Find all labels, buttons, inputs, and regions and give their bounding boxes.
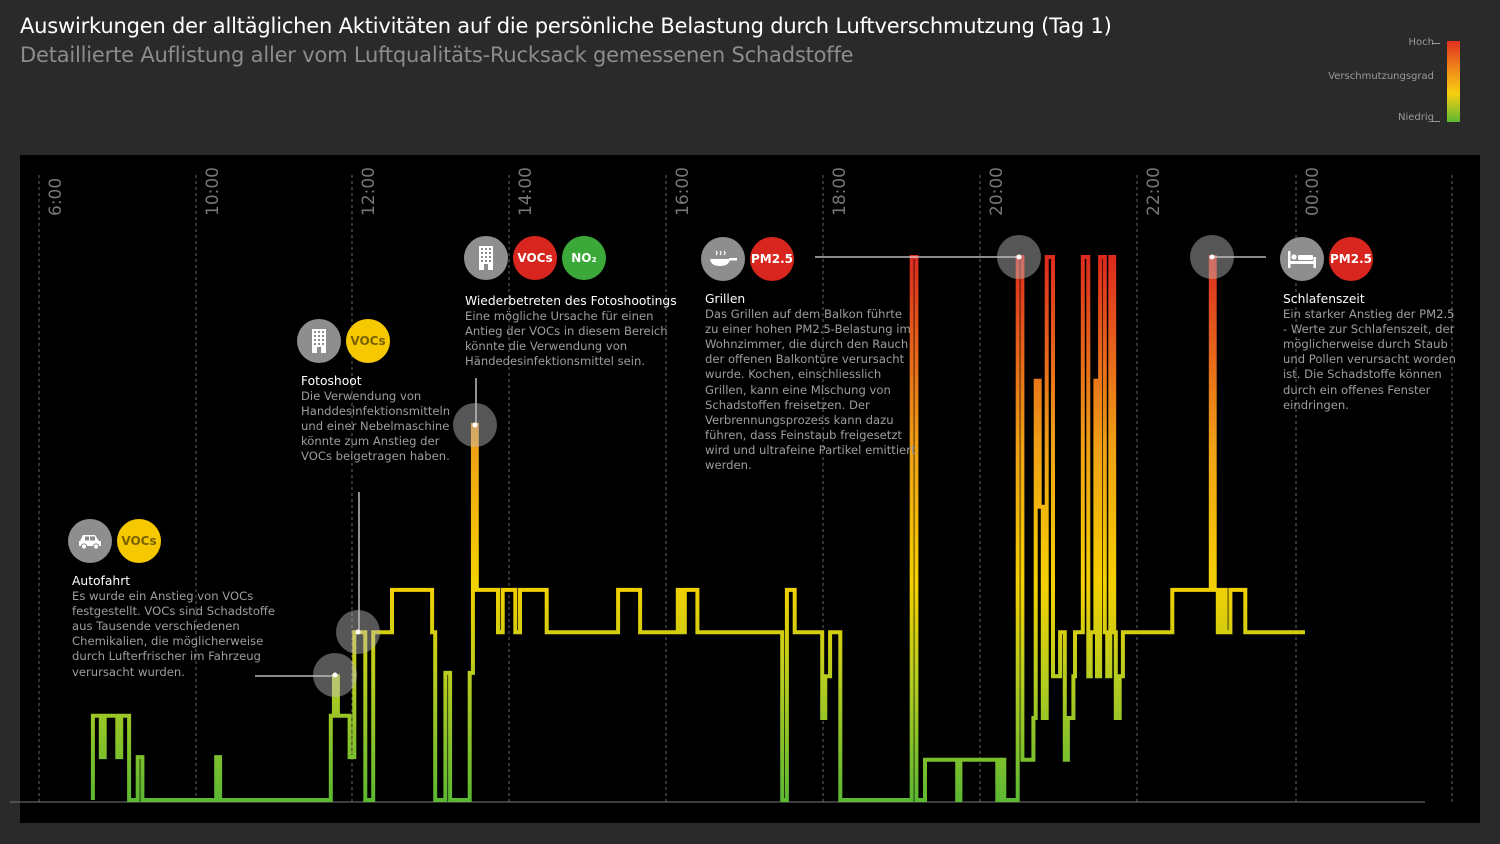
pollutant-badge: VOCs — [117, 519, 161, 563]
annotation-markers — [255, 235, 1266, 697]
annotation-point — [472, 422, 478, 428]
pollution-series-line — [90, 255, 1305, 802]
annotation-text-line: Eine mögliche Ursache für einen — [465, 309, 654, 324]
annotation-text-line: Handdesinfektionsmitteln — [301, 404, 451, 419]
annotation-text-line: eindringen. — [1283, 397, 1349, 412]
annotation-text-line: Es wurde ein Anstieg von VOCs — [72, 589, 254, 604]
annotation-text-line: möglicherweise durch Staub — [1283, 337, 1448, 352]
annotation-autofahrt: Autofahrt Es wurde ein Anstieg von VOCs fe… — [72, 574, 275, 680]
annotation-point — [332, 672, 338, 678]
annotation-text-line: wird und ultrafeine Partikel emittiert — [705, 442, 916, 457]
page-title: Auswirkungen der alltäglichen Aktivitäte… — [20, 14, 1112, 38]
annotation-point — [1209, 254, 1215, 260]
frying-pan-icon — [701, 237, 745, 281]
x-tick-label: 6:00 — [46, 177, 66, 216]
x-tick-label: 20:00 — [987, 167, 1007, 216]
x-tick-label: 00:00 — [1303, 167, 1323, 216]
x-tick-label: 22:00 — [1144, 167, 1164, 216]
annotation-title: Fotoshoot — [301, 374, 362, 388]
annotation-text-line: verursacht wurden. — [72, 664, 185, 679]
pollutant-badge: VOCs — [513, 236, 557, 280]
annotation-text-line: Die Verwendung von — [301, 389, 422, 404]
annotation-text-line: - Werte zur Schlafenszeit, der — [1283, 322, 1455, 337]
annotation-text-line: könnte zum Anstieg der — [301, 434, 440, 449]
grid-lines — [38, 175, 1453, 802]
annotation-text-line: zu einer hohen PM2.5-Belastung im — [705, 322, 911, 337]
annotation-wiederbetreten: Wiederbetreten des Fotoshootings Eine mög… — [465, 294, 677, 369]
annotation-schlafenszeit: Schlafenszeit Ein starker Anstieg der PM2… — [1283, 292, 1456, 413]
annotation-text-line: VOCs beigetragen haben. — [301, 449, 450, 464]
building-icon — [297, 319, 341, 363]
annotation-grillen: Grillen Das Grillen auf dem Balkon führte… — [705, 292, 916, 473]
annotation-text-line: wurde. Kochen, einschliesslich — [705, 367, 882, 382]
annotation-title: Grillen — [705, 292, 746, 306]
annotation-point — [1016, 254, 1022, 260]
annotation-text-line: Das Grillen auf dem Balkon führte — [705, 307, 902, 322]
annotation-text-line: durch Lufterfrischer im Fahrzeug — [72, 649, 261, 664]
annotation-text-line: der offenen Balkontüre verursacht — [705, 352, 905, 367]
annotation-text-line: Chemikalien, die möglicherweise — [72, 634, 264, 649]
annotation-text-line: Verbrennungsprozess kann dazu — [705, 412, 894, 427]
x-tick-label: 12:00 — [359, 167, 379, 216]
annotation-text-line: aus Tausende verschiedenen — [72, 619, 240, 634]
annotation-text-line: Ein starker Anstieg der PM2.5 — [1283, 307, 1455, 322]
x-tick-label: 16:00 — [673, 167, 693, 216]
annotation-text-line: und Pollen verursacht worden — [1283, 352, 1456, 367]
chart-panel — [20, 155, 1480, 823]
annotation-text-line: Händedesinfektionsmittel sein. — [465, 354, 646, 369]
building-icon — [464, 236, 508, 280]
x-tick-label: 18:00 — [830, 167, 850, 216]
annotation-text-line: Wohnzimmer, die durch den Rauch — [705, 337, 909, 352]
pollutant-badge: VOCs — [346, 319, 390, 363]
legend-tick-high — [1432, 43, 1440, 44]
car-icon — [68, 519, 112, 563]
legend-title: Verschmutzungsgrad — [1328, 71, 1434, 82]
annotation-text-line: werden. — [705, 458, 752, 473]
annotation-title: Schlafenszeit — [1283, 292, 1365, 306]
annotation-text-line: Grillen, kann eine Mischung von — [705, 382, 891, 397]
bed-icon — [1280, 237, 1324, 281]
pollutant-badge: PM2.5 — [750, 237, 794, 281]
annotation-title: Wiederbetreten des Fotoshootings — [465, 294, 677, 308]
annotation-point — [355, 629, 361, 635]
x-tick-label: 10:00 — [203, 167, 223, 216]
annotation-text-line: ist. Die Schadstoffe können — [1283, 367, 1442, 382]
legend-low-label: Niedrig — [1398, 112, 1434, 123]
annotation-text-line: und einer Nebelmaschine — [301, 419, 450, 434]
annotation-text-line: festgestellt. VOCs sind Schadstoffe — [72, 604, 276, 619]
annotation-text-line: durch ein offenes Fenster — [1283, 382, 1431, 397]
legend-color-scale — [1447, 41, 1460, 122]
annotation-fotoshoot: Fotoshoot Die Verwendung von Handdesinfekt… — [301, 374, 450, 465]
annotation-text-line: führen, dass Feinstaub freigesetzt — [705, 427, 902, 442]
pollutant-badge: PM2.5 — [1329, 237, 1373, 281]
annotation-text-line: Antieg der VOCs in diesem Bereich — [465, 324, 668, 339]
legend-tick-low — [1432, 121, 1440, 122]
annotation-title: Autofahrt — [72, 574, 131, 588]
x-tick-label: 14:00 — [516, 167, 536, 216]
legend-high-label: Hoch — [1408, 37, 1434, 48]
annotation-text-line: könnte die Verwendung von — [465, 339, 628, 354]
annotation-text-line: Schadstoffen freisetzen. Der — [705, 397, 870, 412]
pollutant-badge: NO₂ — [562, 236, 606, 280]
page-subtitle: Detaillierte Auflistung aller vom Luftqu… — [20, 43, 854, 67]
